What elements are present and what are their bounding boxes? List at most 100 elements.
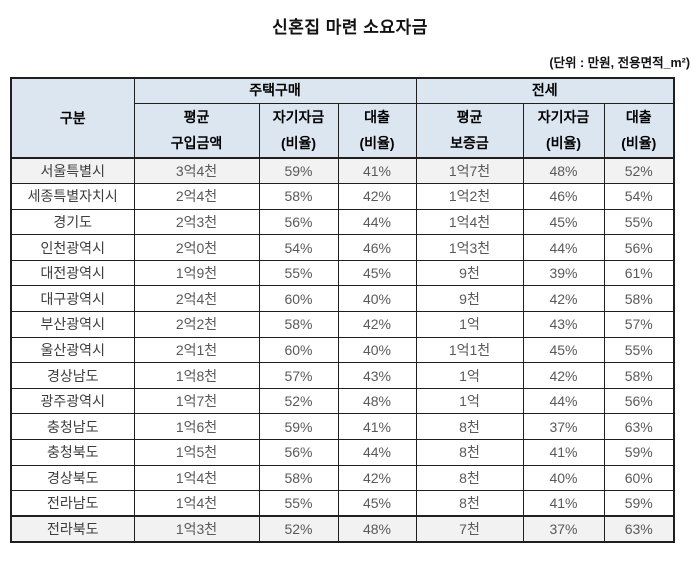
value-cell: 3억4천: [133, 157, 260, 185]
column-header-jeonse-own-funds: 자기자금 (비율): [522, 102, 605, 159]
table-header: 구분 주택구매 전세 평균 구입금액 자기자금 (비율) 대출 (비율) 평균 …: [10, 77, 675, 159]
value-cell: 45%: [337, 490, 417, 517]
value-cell: 40%: [522, 464, 605, 492]
value-cell: 37%: [522, 515, 605, 543]
value-cell: 60%: [258, 285, 339, 313]
value-cell: 1억7천: [415, 157, 524, 185]
value-cell: 55%: [258, 490, 339, 517]
table-row: 울산광역시 2억1천 60% 40% 1억1천 45% 55%: [10, 336, 675, 364]
value-cell: 42%: [337, 311, 417, 338]
value-cell: 42%: [337, 464, 417, 492]
value-cell: 42%: [337, 183, 417, 210]
value-cell: 44%: [337, 439, 417, 466]
value-cell: 8천: [415, 439, 524, 466]
page-title: 신혼집 마련 소요자금: [272, 18, 428, 37]
value-cell: 9천: [415, 285, 524, 313]
value-cell: 55%: [603, 336, 675, 364]
value-cell: 2억0천: [133, 234, 260, 261]
column-header-jeonse-deposit: 평균 보증금: [415, 102, 524, 159]
value-cell: 1억2천: [415, 183, 524, 210]
value-cell: 44%: [522, 387, 605, 415]
value-cell: 58%: [258, 464, 339, 492]
region-cell: 세종특별자치시: [10, 183, 135, 210]
value-cell: 52%: [258, 387, 339, 415]
value-cell: 45%: [337, 259, 417, 287]
value-cell: 1억7천: [133, 387, 260, 415]
table-row: 경상북도 1억4천 58% 42% 8천 40% 60%: [10, 464, 675, 492]
table-body: 서울특별시 3억4천 59% 41% 1억7천 48% 52% 세종특별자치시 2억4천 58% 4…: [10, 157, 675, 543]
value-cell: 39%: [522, 259, 605, 287]
value-cell: 58%: [258, 311, 339, 338]
value-cell: 1억9천: [133, 259, 260, 287]
value-cell: 55%: [258, 259, 339, 287]
value-cell: 56%: [258, 439, 339, 466]
value-cell: 37%: [522, 413, 605, 441]
column-header-purchase-own-funds: 자기자금 (비율): [258, 102, 339, 159]
value-cell: 58%: [603, 285, 675, 313]
value-cell: 55%: [603, 208, 675, 236]
column-header-purchase-loan: 대출 (비율): [337, 102, 417, 159]
table-row: 경기도 2억3천 56% 44% 1억4천 45% 55%: [10, 208, 675, 236]
value-cell: 1억1천: [415, 336, 524, 364]
value-cell: 41%: [522, 490, 605, 517]
value-cell: 63%: [603, 515, 675, 543]
value-cell: 8천: [415, 413, 524, 441]
region-cell: 경상남도: [10, 362, 135, 389]
value-cell: 44%: [522, 234, 605, 261]
value-cell: 1억4천: [133, 490, 260, 517]
value-cell: 45%: [522, 208, 605, 236]
table-row: 인천광역시 2억0천 54% 46% 1억3천 44% 56%: [10, 234, 675, 261]
value-cell: 1억: [415, 362, 524, 389]
value-cell: 42%: [522, 285, 605, 313]
value-cell: 52%: [258, 515, 339, 543]
region-cell: 서울특별시: [10, 157, 135, 185]
value-cell: 48%: [522, 157, 605, 185]
value-cell: 41%: [522, 439, 605, 466]
table-row: 충청남도 1억6천 59% 41% 8천 37% 63%: [10, 413, 675, 441]
table-row: 서울특별시 3억4천 59% 41% 1억7천 48% 52%: [10, 157, 675, 185]
value-cell: 41%: [337, 157, 417, 185]
value-cell: 40%: [337, 285, 417, 313]
region-cell: 충청남도: [10, 413, 135, 441]
value-cell: 44%: [337, 208, 417, 236]
table-row: 전라남도 1억4천 55% 45% 8천 41% 59%: [10, 490, 675, 517]
table-row: 충청북도 1억5천 56% 44% 8천 41% 59%: [10, 439, 675, 466]
region-cell: 경상북도: [10, 464, 135, 492]
table-row: 광주광역시 1억7천 52% 48% 1억 44% 56%: [10, 387, 675, 415]
value-cell: 1억5천: [133, 439, 260, 466]
value-cell: 46%: [337, 234, 417, 261]
region-cell: 대구광역시: [10, 285, 135, 313]
value-cell: 56%: [258, 208, 339, 236]
value-cell: 58%: [603, 362, 675, 389]
column-group-jeonse: 전세: [415, 77, 675, 104]
table-row: 세종특별자치시 2억4천 58% 42% 1억2천 46% 54%: [10, 183, 675, 210]
unit-note: (단위 : 만원, 전용면적_m²): [549, 56, 690, 70]
value-cell: 58%: [258, 183, 339, 210]
region-cell: 부산광역시: [10, 311, 135, 338]
value-cell: 54%: [258, 234, 339, 261]
value-cell: 59%: [258, 413, 339, 441]
value-cell: 1억4천: [415, 208, 524, 236]
value-cell: 59%: [603, 490, 675, 517]
value-cell: 1억: [415, 311, 524, 338]
value-cell: 43%: [522, 311, 605, 338]
value-cell: 43%: [337, 362, 417, 389]
value-cell: 7천: [415, 515, 524, 543]
value-cell: 41%: [337, 413, 417, 441]
table-row: 대구광역시 2억4천 60% 40% 9천 42% 58%: [10, 285, 675, 313]
table-row: 경상남도 1억8천 57% 43% 1억 42% 58%: [10, 362, 675, 389]
table-row: 대전광역시 1억9천 55% 45% 9천 39% 61%: [10, 259, 675, 287]
region-cell: 충청북도: [10, 439, 135, 466]
value-cell: 1억6천: [133, 413, 260, 441]
region-cell: 울산광역시: [10, 336, 135, 364]
value-cell: 57%: [603, 311, 675, 338]
header-group-row: 구분 주택구매 전세: [10, 77, 675, 159]
region-cell: 광주광역시: [10, 387, 135, 415]
value-cell: 60%: [603, 464, 675, 492]
value-cell: 60%: [258, 336, 339, 364]
value-cell: 54%: [603, 183, 675, 210]
header-sub-row: 평균 구입금액 자기자금 (비율) 대출 (비율) 평균 보증금 자기자금 (비…: [11, 102, 675, 159]
value-cell: 45%: [522, 336, 605, 364]
value-cell: 56%: [603, 234, 675, 261]
